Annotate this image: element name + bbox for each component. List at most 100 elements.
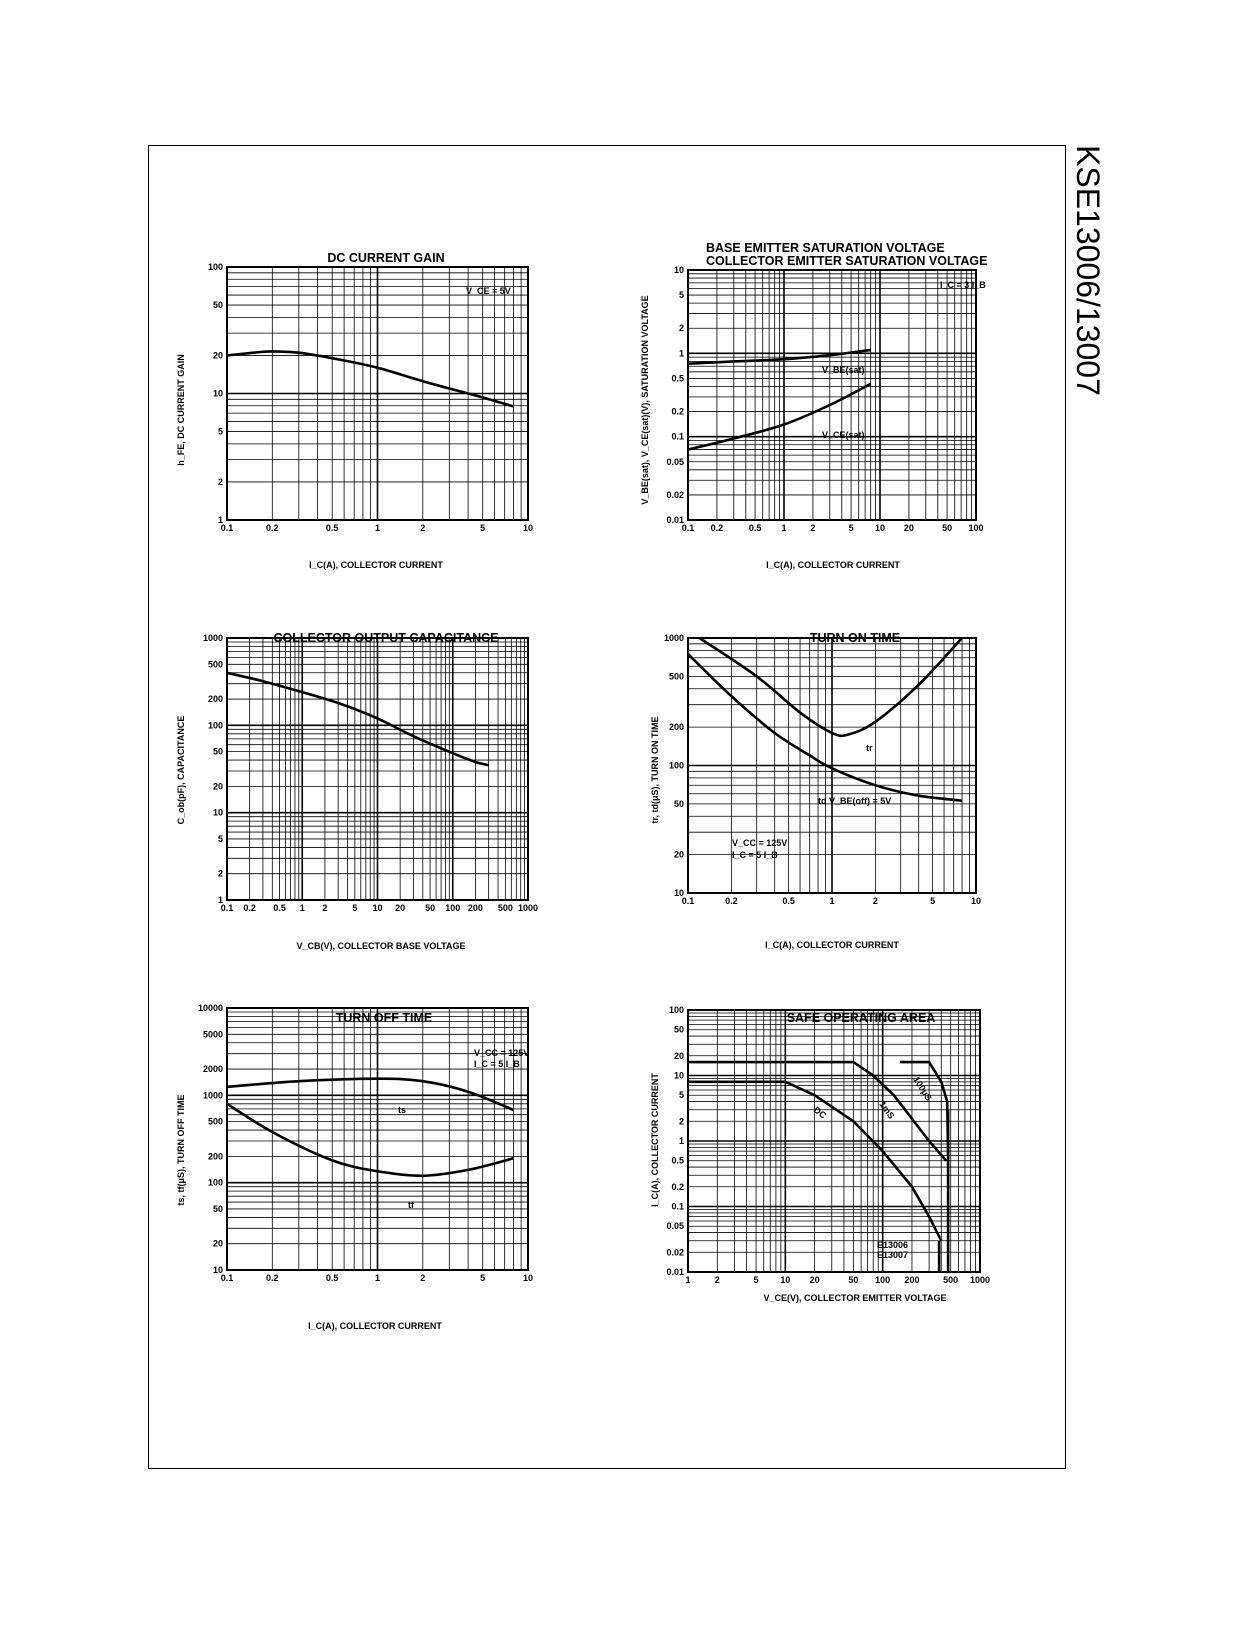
- x-axis-label: I_C(A), COLLECTOR CURRENT: [765, 940, 899, 950]
- y-tick-label: 20: [213, 350, 223, 360]
- y-tick-label: 0.01: [666, 515, 684, 525]
- y-tick-label: 500: [208, 659, 223, 669]
- y-tick-label: 0.5: [671, 373, 684, 383]
- x-tick-label: 0.1: [682, 523, 695, 533]
- y-tick-label: 50: [213, 300, 223, 310]
- x-axis-label: I_C(A), COLLECTOR CURRENT: [766, 560, 900, 570]
- y-tick-label: 10: [213, 808, 223, 818]
- y-tick-label: 10: [213, 389, 223, 399]
- label-vbe-sat: V_BE(sat): [822, 365, 865, 375]
- x-tick-label: 0.2: [711, 523, 724, 533]
- x-tick-label: 1: [375, 523, 380, 533]
- annotation-vce: V_CE = 5V: [466, 286, 511, 296]
- x-tick-label: 20: [810, 1275, 820, 1285]
- y-tick-label: 0.2: [671, 407, 684, 417]
- series-line-0: [698, 636, 963, 738]
- y-tick-label: 1000: [203, 1090, 223, 1100]
- x-tick-label: 100: [445, 903, 460, 913]
- series-line-1: [226, 1102, 514, 1178]
- chart-title: TURN OFF TIME: [336, 1011, 433, 1025]
- x-tick-label: 2: [873, 896, 878, 906]
- x-axis-label: I_C(A), COLLECTOR CURRENT: [309, 560, 443, 570]
- x-tick-label: 5: [754, 1275, 759, 1285]
- x-tick-label: 5: [930, 896, 935, 906]
- y-tick-label: 100: [669, 761, 684, 771]
- x-tick-label: 1: [829, 896, 834, 906]
- series-line-0: [226, 1077, 514, 1112]
- x-tick-label: 0.1: [682, 896, 695, 906]
- chart-turn-off-time: TURN OFF TIME 0.1 0.2 0.5 1 2 5 10 10 20 50 100 200…: [176, 1003, 533, 1331]
- x-tick-label: 1000: [970, 1275, 990, 1285]
- series-line-0: [688, 1080, 943, 1242]
- label-100us: 100μS: [911, 1075, 934, 1103]
- label-ts: ts: [398, 1105, 406, 1115]
- plot-frame: [226, 266, 529, 521]
- x-tick-label: 50: [425, 903, 435, 913]
- x-tick-label: 0.5: [326, 1273, 339, 1283]
- x-tick-label: 5: [480, 1273, 485, 1283]
- x-tick-label: 500: [943, 1275, 958, 1285]
- y-tick-label: 500: [669, 671, 684, 681]
- y-tick-label: 100: [669, 1005, 684, 1015]
- y-axis-label: tr, td(μS), TURN ON TIME: [650, 717, 660, 824]
- x-tick-label: 20: [395, 903, 405, 913]
- x-tick-label: 2: [715, 1275, 720, 1285]
- y-tick-label: 0.05: [666, 457, 684, 467]
- y-tick-label: 10: [213, 1265, 223, 1275]
- series-line-1: [687, 382, 872, 451]
- y-tick-label: 200: [208, 1151, 223, 1161]
- chart-title-line1: BASE EMITTER SATURATION VOLTAGE: [706, 241, 945, 255]
- x-tick-label: 200: [904, 1275, 919, 1285]
- y-tick-label: 1000: [203, 633, 223, 643]
- y-tick-label: 200: [669, 722, 684, 732]
- label-td: td V_BE(off) = 5V: [818, 796, 891, 806]
- series-line-0: [226, 671, 490, 767]
- y-tick-label: 20: [674, 1051, 684, 1061]
- annotation-ic: I_C = 3 I_B: [940, 280, 986, 290]
- y-tick-label: 2000: [203, 1064, 223, 1074]
- x-tick-label: 0.1: [221, 903, 234, 913]
- y-tick-label: 20: [213, 781, 223, 791]
- x-tick-label: 100: [875, 1275, 890, 1285]
- y-tick-label: 0.05: [666, 1221, 684, 1231]
- x-tick-label: 1: [375, 1273, 380, 1283]
- series-line-1: [687, 652, 963, 802]
- plot-frame: [226, 1007, 529, 1271]
- y-tick-label: 50: [213, 747, 223, 757]
- chart-saturation-voltage: BASE EMITTER SATURATION VOLTAGE COLLECTO…: [640, 241, 987, 570]
- label-vce-sat: V_CE(sat): [822, 430, 865, 440]
- y-tick-label: 5: [218, 834, 223, 844]
- x-tick-label: 2: [322, 903, 327, 913]
- x-tick-label: 10: [523, 523, 533, 533]
- x-tick-label: 2: [420, 1273, 425, 1283]
- x-tick-label: 5: [480, 523, 485, 533]
- side-title-text: KSE13006/13007: [1070, 145, 1106, 396]
- x-tick-label: 50: [942, 523, 952, 533]
- y-tick-label: 0.1: [671, 432, 684, 442]
- y-axis-label: I_C(A), COLLECTOR CURRENT: [650, 1073, 660, 1207]
- series-line-0: [226, 350, 514, 408]
- y-tick-label: 0.01: [666, 1267, 684, 1277]
- x-axis-label: V_CB(V), COLLECTOR BASE VOLTAGE: [296, 941, 465, 951]
- x-tick-label: 5: [849, 523, 854, 533]
- x-tick-label: 100: [968, 523, 983, 533]
- y-tick-label: 2: [679, 1116, 684, 1126]
- plot-frame: [226, 637, 529, 901]
- y-tick-label: 5: [679, 1090, 684, 1100]
- x-tick-label: 0.5: [749, 523, 762, 533]
- x-tick-label: 5: [352, 903, 357, 913]
- y-tick-label: 1: [218, 895, 223, 905]
- y-tick-label: 2: [218, 869, 223, 879]
- y-tick-label: 100: [208, 1178, 223, 1188]
- y-tick-label: 5: [679, 290, 684, 300]
- side-title: KSE13006/13007: [1070, 145, 1110, 405]
- x-tick-label: 0.5: [782, 896, 795, 906]
- y-tick-label: 1: [218, 515, 223, 525]
- y-tick-label: 0.02: [666, 1247, 684, 1257]
- x-tick-label: 1: [300, 903, 305, 913]
- y-tick-label: 20: [674, 850, 684, 860]
- y-tick-label: 5000: [203, 1029, 223, 1039]
- y-tick-label: 100: [208, 262, 223, 272]
- annotation-e13007: E13007: [877, 1250, 908, 1260]
- y-axis-label: V_BE(sat), V_CE(sat)(V), SATURATION VOLT…: [640, 295, 650, 504]
